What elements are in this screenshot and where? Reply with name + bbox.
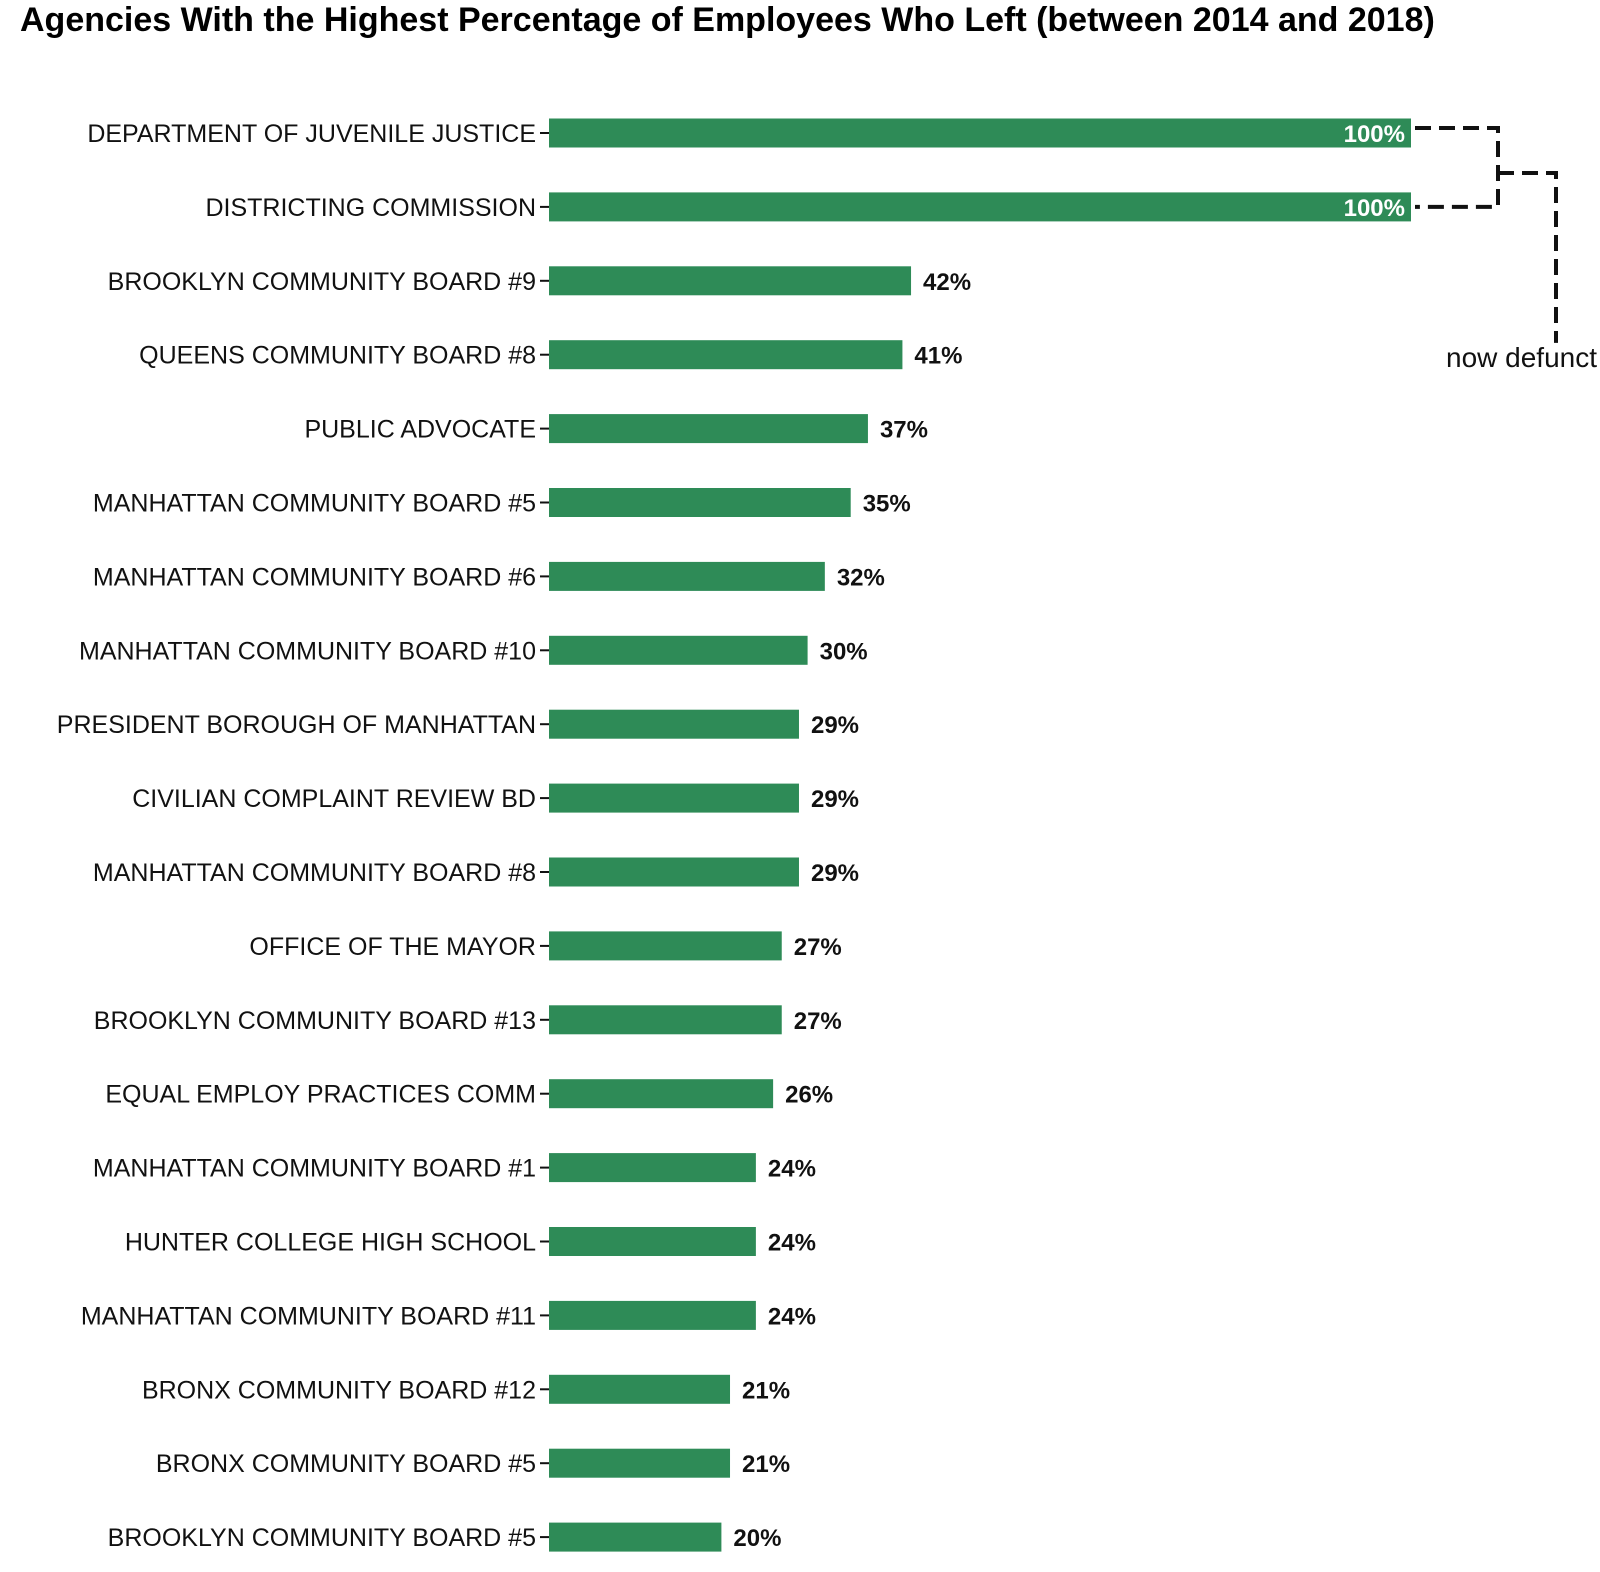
category-label: MANHATTAN COMMUNITY BOARD #8	[93, 859, 536, 887]
value-label: 21%	[742, 1451, 790, 1478]
bar	[549, 635, 808, 665]
value-label: 41%	[914, 343, 962, 370]
bar	[549, 1522, 722, 1552]
annotation-layer: now defunct	[1415, 126, 1597, 373]
value-label: 24%	[768, 1303, 816, 1330]
value-label: 35%	[863, 491, 911, 518]
value-label: 30%	[820, 638, 868, 665]
category-label: PUBLIC ADVOCATE	[304, 416, 536, 444]
bar	[549, 1300, 756, 1330]
value-label: 26%	[785, 1082, 833, 1109]
category-label: BROOKLYN COMMUNITY BOARD #9	[108, 268, 536, 296]
value-label: 29%	[811, 712, 859, 739]
value-label: 29%	[811, 786, 859, 813]
category-label: QUEENS COMMUNITY BOARD #8	[139, 342, 536, 370]
value-label: 42%	[923, 269, 971, 296]
category-label: DEPARTMENT OF JUVENILE JUSTICE	[87, 120, 536, 148]
category-label: MANHATTAN COMMUNITY BOARD #6	[93, 563, 536, 591]
value-label: 29%	[811, 860, 859, 887]
value-label: 37%	[880, 417, 928, 444]
bar	[549, 266, 912, 296]
annotation-leader-line	[1498, 170, 1558, 343]
value-label: 100%	[1344, 195, 1405, 222]
bar	[549, 118, 1411, 148]
value-label: 100%	[1344, 121, 1405, 148]
bar	[549, 1079, 774, 1109]
bar	[549, 709, 799, 739]
bar	[549, 783, 799, 813]
bar	[549, 1005, 782, 1035]
bar	[549, 340, 903, 370]
value-label: 32%	[837, 564, 885, 591]
category-label: BROOKLYN COMMUNITY BOARD #13	[94, 1007, 536, 1035]
bar	[549, 192, 1411, 222]
value-label: 20%	[733, 1525, 781, 1552]
bar	[549, 414, 868, 444]
category-label: BRONX COMMUNITY BOARD #5	[156, 1450, 536, 1478]
bar	[549, 931, 782, 961]
category-label: MANHATTAN COMMUNITY BOARD #5	[93, 490, 536, 518]
category-label: MANHATTAN COMMUNITY BOARD #10	[79, 637, 536, 665]
value-label: 27%	[794, 934, 842, 961]
value-label: 27%	[794, 1008, 842, 1035]
category-label: BRONX COMMUNITY BOARD #12	[142, 1376, 536, 1404]
bar	[549, 1227, 756, 1256]
category-label: DISTRICTING COMMISSION	[205, 194, 536, 222]
category-label: CIVILIAN COMPLAINT REVIEW BD	[132, 785, 536, 813]
category-label: EQUAL EMPLOY PRACTICES COMM	[105, 1081, 536, 1109]
bar	[549, 561, 825, 591]
bar	[549, 1374, 731, 1404]
value-label: 24%	[768, 1230, 816, 1257]
value-label: 21%	[742, 1377, 790, 1404]
category-label: PRESIDENT BOROUGH OF MANHATTAN	[57, 711, 536, 739]
value-label: 24%	[768, 1156, 816, 1183]
bar	[549, 857, 799, 887]
category-label: MANHATTAN COMMUNITY BOARD #1	[93, 1155, 536, 1183]
category-label: HUNTER COLLEGE HIGH SCHOOL	[125, 1229, 536, 1257]
category-label: OFFICE OF THE MAYOR	[249, 933, 536, 961]
category-label: MANHATTAN COMMUNITY BOARD #11	[81, 1302, 536, 1330]
bars-layer: DEPARTMENT OF JUVENILE JUSTICE 100% DISTRI…	[57, 118, 1411, 1552]
bar	[549, 1153, 756, 1183]
bracket-line	[1415, 126, 1500, 209]
chart-title: Agencies With the Highest Percentage of …	[20, 1, 1435, 39]
bar	[549, 1448, 731, 1478]
bar	[549, 488, 851, 517]
category-label: BROOKLYN COMMUNITY BOARD #5	[108, 1524, 536, 1552]
annotation-text: now defunct	[1446, 342, 1597, 373]
